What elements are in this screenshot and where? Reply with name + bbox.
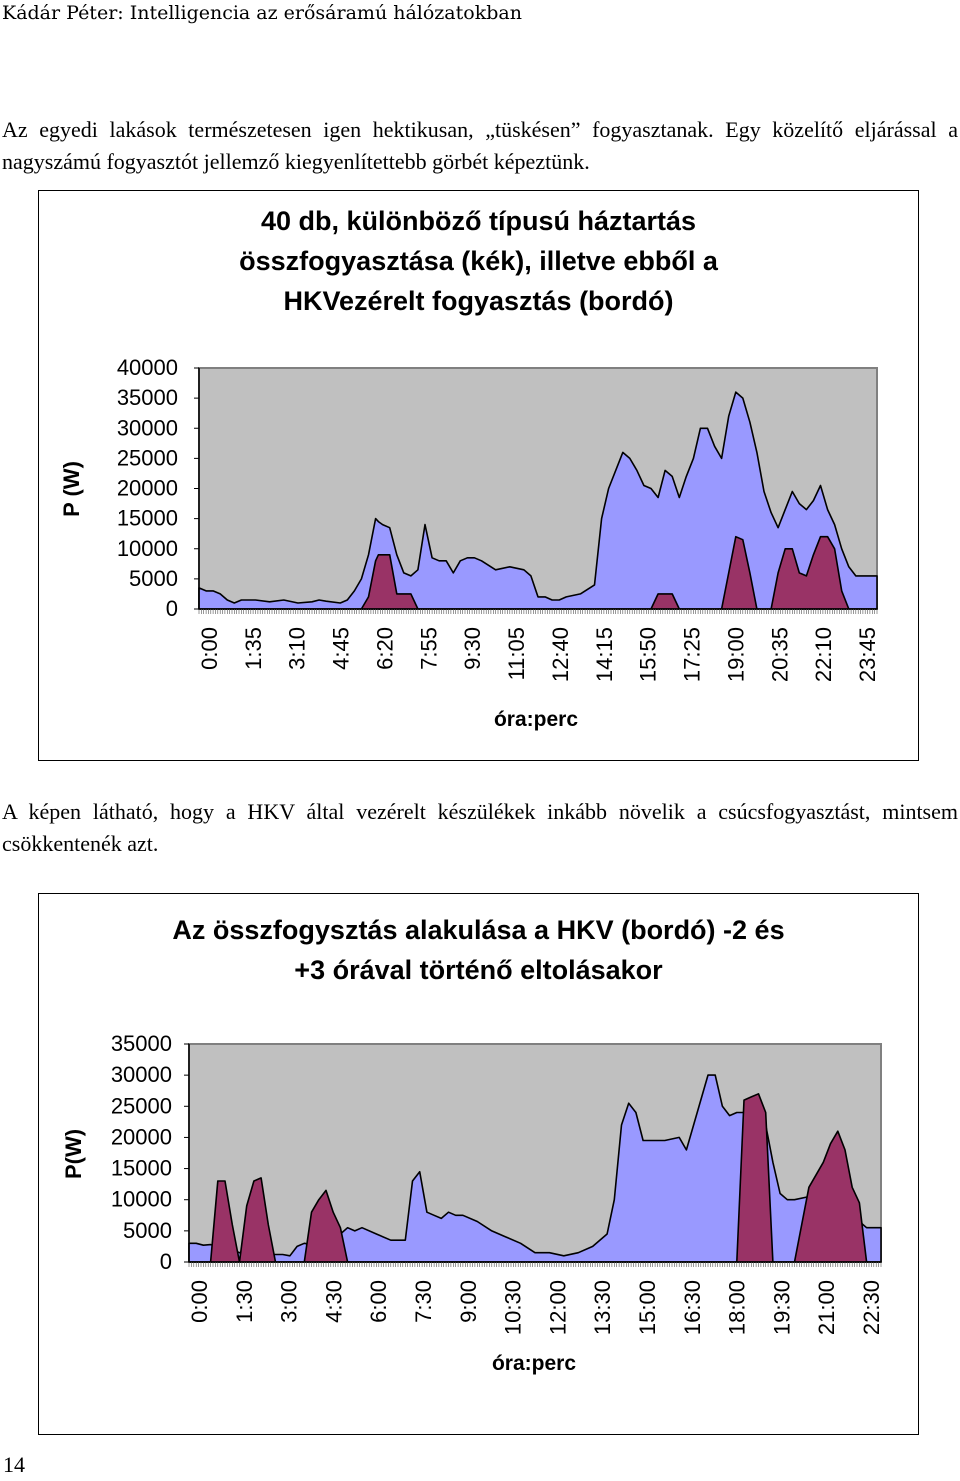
chart1-title-line1: 40 db, különböző típusú háztartás bbox=[260, 206, 697, 236]
x-tick-label: 0:00 bbox=[197, 627, 222, 670]
x-tick-label: 17:25 bbox=[680, 627, 705, 682]
x-axis-comb bbox=[188, 1262, 882, 1267]
chart-frame-2: Az összfogysztás alakulása a HKV (bordó)… bbox=[38, 893, 919, 1435]
chart1-title-line3: HKVezérelt fogyasztás (bordó) bbox=[283, 286, 674, 316]
x-tick-label: 4:30 bbox=[321, 1280, 346, 1323]
chart2-plot: 35000 30000 25000 20000 15000 10000 5000 0 0:00 1… bbox=[61, 1031, 884, 1375]
y-tick-label: 35000 bbox=[117, 385, 178, 410]
x-tick-label: 6:20 bbox=[372, 627, 397, 670]
x-tick-label: 12:00 bbox=[545, 1280, 570, 1335]
x-tick-label: 18:00 bbox=[725, 1280, 750, 1335]
x-tick-label: 7:55 bbox=[416, 627, 441, 670]
x-tick-label: 15:50 bbox=[636, 627, 661, 682]
y-tick-label: 25000 bbox=[117, 445, 178, 470]
x-tick-label: 12:40 bbox=[548, 627, 573, 682]
x-tick-label: 4:45 bbox=[329, 627, 354, 670]
x-tick-label: 23:45 bbox=[855, 627, 880, 682]
y-tick-label: 35000 bbox=[111, 1031, 172, 1056]
x-tick-label: 15:00 bbox=[635, 1280, 660, 1335]
y-tick-label: 30000 bbox=[117, 415, 178, 440]
chart2-title-line1: Az összfogysztás alakulása a HKV (bordó)… bbox=[172, 915, 785, 945]
y-tick-label: 20000 bbox=[111, 1124, 172, 1149]
x-axis-comb bbox=[198, 609, 878, 614]
y-tick-label: 20000 bbox=[117, 476, 178, 501]
middle-paragraph: A képen látható, hogy a HKV által vezére… bbox=[2, 799, 958, 856]
y-tick-label: 30000 bbox=[111, 1062, 172, 1087]
x-tick-label: 16:30 bbox=[680, 1280, 705, 1335]
x-tick-label: 13:30 bbox=[590, 1280, 615, 1335]
x-tick-label: 7:30 bbox=[411, 1280, 436, 1323]
x-tick-label: 3:00 bbox=[277, 1280, 302, 1323]
x-tick-label: 9:30 bbox=[460, 627, 485, 670]
x-tick-label: 19:30 bbox=[769, 1280, 794, 1335]
intro-paragraph: Az egyedi lakások természetesen igen hek… bbox=[2, 117, 958, 174]
y-axis-title: P (W) bbox=[59, 461, 84, 517]
x-tick-label: 11:05 bbox=[504, 627, 529, 680]
y-tick-label: 0 bbox=[160, 1249, 172, 1274]
x-tick-label: 9:00 bbox=[456, 1280, 481, 1323]
y-axis-title: P(W) bbox=[61, 1129, 86, 1179]
y-tick-label: 15000 bbox=[111, 1156, 172, 1181]
y-tick-label: 0 bbox=[166, 596, 178, 621]
y-tick-label: 10000 bbox=[117, 536, 178, 561]
x-tick-label: 20:35 bbox=[767, 627, 792, 682]
y-tick-label: 15000 bbox=[117, 506, 178, 531]
x-tick-label: 1:30 bbox=[232, 1280, 257, 1323]
x-tick-label: 22:10 bbox=[811, 627, 836, 682]
x-tick-label: 0:00 bbox=[187, 1280, 212, 1323]
y-tick-label: 5000 bbox=[129, 566, 178, 591]
page-number: 14 bbox=[3, 1452, 25, 1477]
chart1-title-line2: összfogyasztása (kék), illetve ebből a bbox=[239, 246, 718, 276]
y-tick-label: 5000 bbox=[123, 1218, 172, 1243]
x-tick-label: 10:30 bbox=[501, 1280, 526, 1335]
chart1-plot: 40000 35000 30000 25000 20000 15000 10000 5000 0… bbox=[59, 355, 880, 731]
x-tick-label: 22:30 bbox=[859, 1280, 884, 1335]
y-tick-label: 25000 bbox=[111, 1093, 172, 1118]
x-tick-label: 21:00 bbox=[814, 1280, 839, 1335]
series-total-area bbox=[188, 1074, 882, 1263]
x-tick-label: 6:00 bbox=[366, 1280, 391, 1323]
series-total-area bbox=[198, 391, 878, 610]
x-axis-title: óra:perc bbox=[494, 708, 578, 731]
y-tick-label: 40000 bbox=[117, 355, 178, 380]
x-tick-label: 19:00 bbox=[723, 627, 748, 682]
chart2-title-line2: +3 órával történő eltolásakor bbox=[294, 955, 663, 985]
x-axis-title: óra:perc bbox=[492, 1352, 576, 1375]
x-tick-label: 14:15 bbox=[592, 627, 617, 682]
x-tick-label: 3:10 bbox=[285, 627, 310, 670]
chart-frame-1: 40 db, különböző típusú háztartás összfo… bbox=[38, 190, 919, 761]
running-header: Kádár Péter: Intelligencia az erősáramú … bbox=[2, 2, 522, 24]
y-tick-label: 10000 bbox=[111, 1187, 172, 1212]
x-tick-label: 1:35 bbox=[241, 627, 266, 670]
